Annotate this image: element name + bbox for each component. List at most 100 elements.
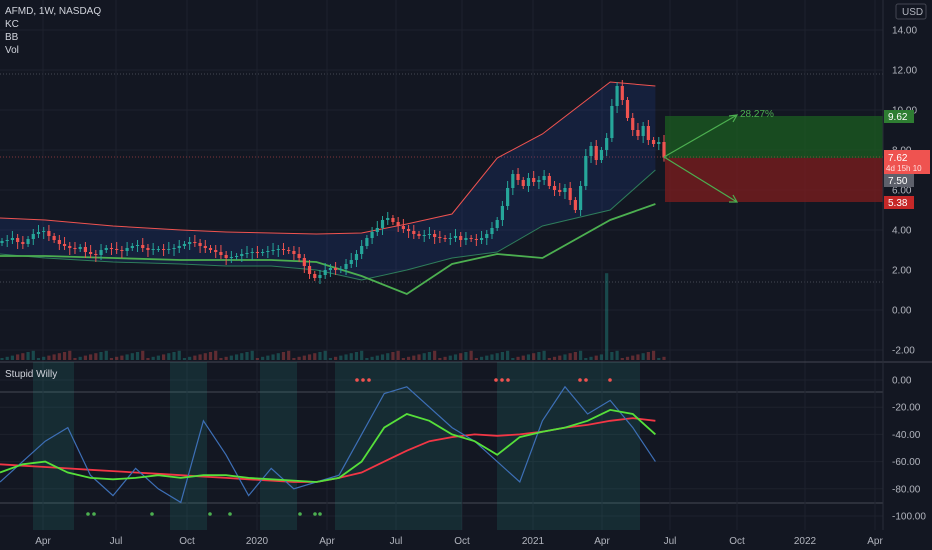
candle-body	[412, 231, 416, 234]
candle-body	[474, 239, 478, 240]
volume-bar	[558, 355, 562, 360]
indicator-vol[interactable]: Vol	[5, 45, 19, 56]
price-axis-label: 2.00	[892, 266, 912, 277]
time-axis-label: Jul	[664, 536, 677, 547]
volume-bar	[339, 355, 343, 360]
loss-zone	[665, 158, 883, 202]
volume-bar	[161, 354, 166, 360]
oversold-dot	[298, 512, 302, 516]
candle-body	[521, 180, 525, 186]
trade-arrows	[663, 114, 739, 203]
symbol-title[interactable]: AFMD, 1W, NASDAQ	[5, 6, 101, 17]
candle-body	[52, 236, 56, 240]
volume-bar	[318, 352, 322, 360]
volume-bar	[386, 353, 390, 360]
target-price-tag: 9.62	[888, 112, 908, 123]
kc-basis-line	[0, 169, 656, 281]
candle-body	[266, 251, 270, 252]
oversold-dot	[150, 512, 154, 516]
candle-body	[625, 100, 630, 118]
candle-body	[344, 264, 348, 269]
oversold-dot	[318, 512, 322, 516]
candle-body	[68, 246, 72, 248]
candle-body	[573, 200, 577, 210]
candle-body	[620, 86, 624, 100]
candle-body	[47, 231, 51, 236]
volume-bar	[511, 358, 515, 360]
volume-bar	[271, 354, 275, 360]
volume-bar	[412, 355, 416, 360]
candle-body	[636, 130, 640, 136]
candle-body	[532, 178, 536, 182]
oversold-dot	[208, 512, 212, 516]
volume-bar	[479, 356, 484, 360]
volume-bar	[469, 350, 473, 360]
candle-body	[443, 238, 447, 239]
volume-bar	[495, 353, 499, 360]
volume-bar	[323, 350, 327, 360]
candle-body	[406, 229, 411, 231]
volume-bar	[198, 354, 202, 360]
volume-bar	[52, 354, 56, 360]
time-axis-label: Apr	[35, 536, 51, 547]
volume-bar	[62, 352, 67, 360]
volume-bar	[229, 355, 233, 360]
candle-body	[219, 252, 223, 255]
price-tags: 9.62 7.62 4d 15h 10 7.50 5.38	[884, 110, 930, 209]
candle-body	[21, 242, 25, 244]
volume-bar	[641, 353, 645, 360]
countdown-tag: 4d 15h 10	[886, 164, 922, 173]
price-axis-label: 6.00	[892, 186, 912, 197]
candle-body	[646, 126, 650, 140]
volume-bar	[240, 353, 244, 360]
candle-body	[42, 231, 46, 232]
volume-bar	[401, 358, 405, 360]
candle-body	[177, 246, 181, 248]
candle-body	[120, 250, 124, 251]
candle-body	[292, 251, 296, 254]
volume-bar	[151, 356, 155, 360]
candle-body	[297, 254, 301, 258]
candle-body	[198, 243, 202, 246]
volume-bar	[281, 352, 286, 360]
oscillator-axis-label: -20.00	[892, 403, 921, 414]
volume-bar	[636, 354, 640, 360]
candle-body	[214, 250, 218, 252]
candle-body	[89, 252, 93, 254]
candle-body	[511, 174, 515, 188]
candle-body	[615, 86, 619, 106]
currency-box[interactable]	[895, 3, 927, 20]
time-axis-label: 2020	[246, 536, 269, 547]
volume-bar	[615, 350, 619, 360]
candle-body	[261, 252, 265, 253]
candle-body	[287, 250, 291, 251]
overbought-dot	[608, 378, 612, 382]
volume-bar	[21, 353, 25, 360]
overbought-dot	[355, 378, 359, 382]
volume-bar	[459, 353, 463, 360]
oscillator-title[interactable]: Stupid Willy	[5, 369, 57, 380]
candle-body	[380, 220, 385, 228]
volume-bar	[365, 358, 369, 360]
candle-body	[334, 268, 338, 270]
stop-price-tag: 5.38	[888, 198, 908, 209]
candle-body	[161, 249, 166, 250]
time-axis-label: 2021	[522, 536, 545, 547]
indicator-bb[interactable]: BB	[5, 32, 19, 43]
volume-bar	[146, 358, 150, 360]
candle-body	[276, 249, 280, 250]
indicator-kc[interactable]: KC	[5, 19, 19, 30]
candle-body	[83, 247, 88, 252]
time-axis-label: Jul	[390, 536, 403, 547]
volume-bar	[224, 356, 228, 360]
candle-body	[5, 240, 9, 241]
time-axis[interactable]: Apr Jul Oct 2020 Apr Jul Oct 2021 Apr Jul Oct 2022 A…	[35, 536, 883, 547]
candle-body	[578, 186, 583, 210]
volume-bar	[552, 356, 557, 360]
volume-bar	[182, 358, 187, 360]
candle-body	[464, 238, 468, 240]
oscillator-axis[interactable]: 0.00 -20.00 -40.00 -60.00 -80.00 -100.00	[892, 376, 926, 523]
candle-body	[255, 252, 260, 253]
candle-body	[605, 138, 609, 150]
